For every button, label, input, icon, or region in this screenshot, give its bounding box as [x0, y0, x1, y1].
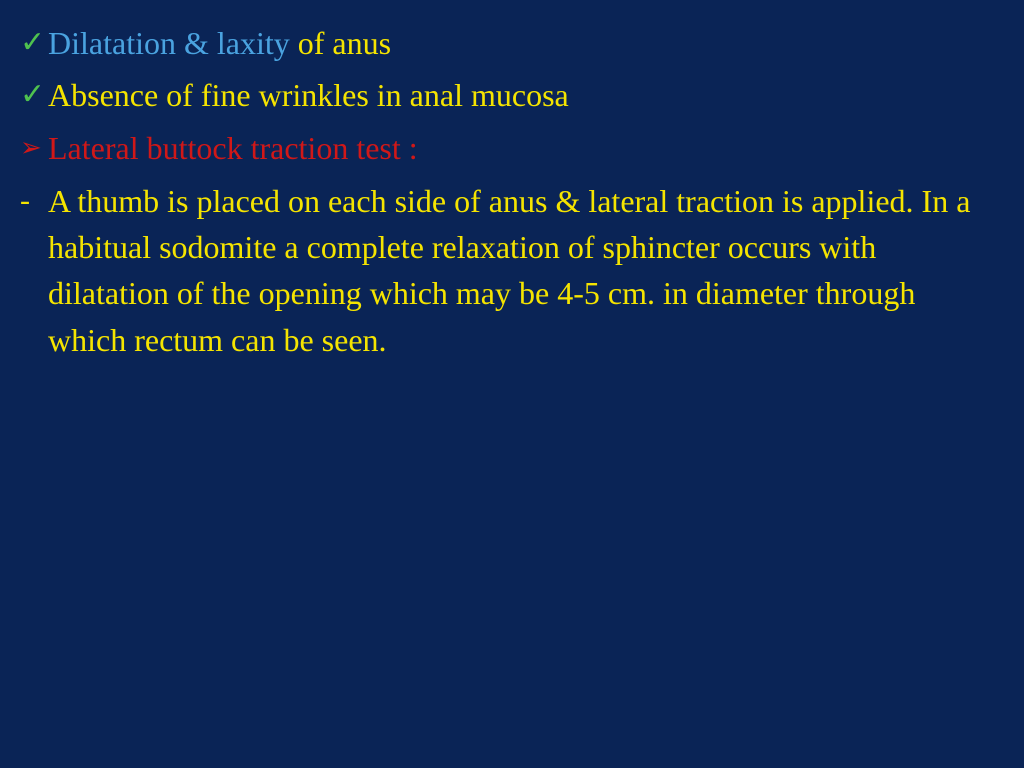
- check-icon: ✓: [20, 72, 48, 117]
- line-1-content: Dilatation & laxity of anus: [48, 20, 984, 66]
- bullet-item-2: ✓ Absence of fine wrinkles in anal mucos…: [20, 72, 984, 118]
- dash-icon: -: [20, 178, 48, 223]
- bullet-item-4: - A thumb is placed on each side of anus…: [20, 178, 984, 364]
- line-4-content: A thumb is placed on each side of anus &…: [48, 178, 984, 364]
- line-1-part2: of anus: [298, 25, 391, 61]
- line-3-content: Lateral buttock traction test :: [48, 125, 984, 171]
- bullet-item-3: ➢ Lateral buttock traction test :: [20, 125, 984, 172]
- bullet-item-1: ✓ Dilatation & laxity of anus: [20, 20, 984, 66]
- line-2-content: Absence of fine wrinkles in anal mucosa: [48, 72, 984, 118]
- arrow-icon: ➢: [20, 125, 48, 172]
- line-1-part1: Dilatation & laxity: [48, 25, 298, 61]
- check-icon: ✓: [20, 20, 48, 65]
